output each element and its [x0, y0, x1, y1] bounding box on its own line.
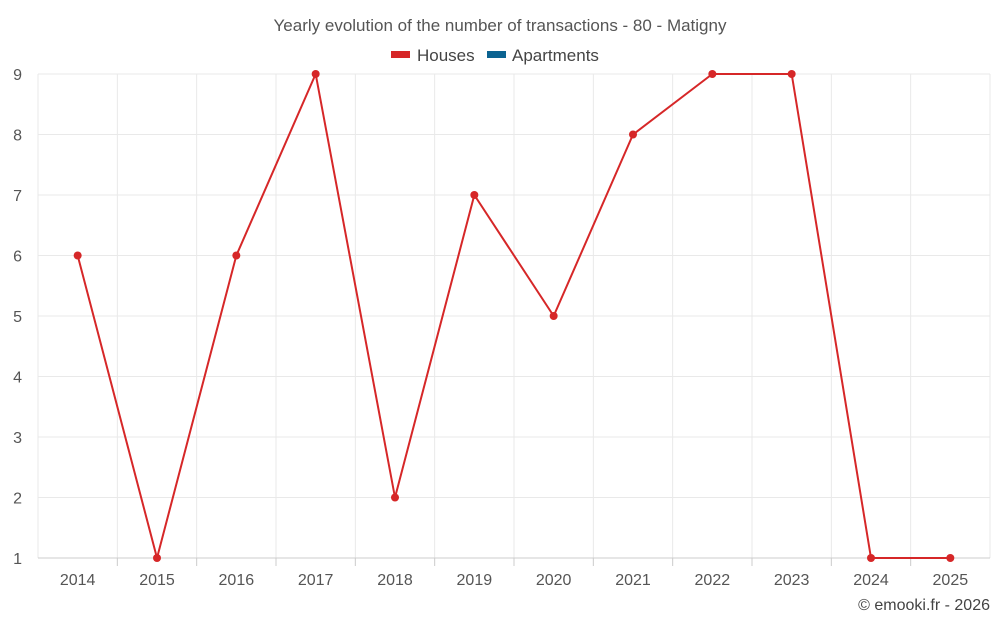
legend-swatch-houses: [391, 51, 410, 58]
x-tick-label: 2016: [219, 572, 255, 589]
legend: Houses Apartments: [391, 46, 599, 65]
data-point-houses-2016[interactable]: [232, 251, 241, 260]
legend-label-apartments[interactable]: Apartments: [512, 46, 599, 65]
data-point-houses-2022[interactable]: [708, 70, 717, 78]
y-tick-label: 3: [13, 430, 22, 447]
x-tick-label: 2018: [377, 572, 413, 589]
x-tick-label: 2020: [536, 572, 572, 589]
x-tick-label: 2022: [695, 572, 731, 589]
x-tick-label: 2017: [298, 572, 334, 589]
y-axis-ticks: 1 2 3 4 5 6 7 8 9: [13, 67, 22, 568]
x-axis-ticks: 2014 2015 2016 2017 2018 2019 2020 2021 2022 2023…: [60, 558, 968, 589]
y-tick-label: 2: [13, 491, 22, 508]
data-point-houses-2020[interactable]: [549, 312, 558, 320]
x-tick-label: 2023: [774, 572, 810, 589]
data-point-houses-2019[interactable]: [470, 191, 479, 199]
credit-text: © emooki.fr - 2026: [858, 597, 990, 614]
x-tick-label: 2025: [933, 572, 969, 589]
x-gridlines: [37, 74, 991, 558]
y-tick-label: 5: [13, 309, 22, 326]
data-point-houses-2021[interactable]: [629, 130, 637, 139]
x-tick-label: 2015: [139, 572, 175, 589]
data-point-houses-2017[interactable]: [311, 70, 320, 78]
data-point-houses-2015[interactable]: [153, 554, 161, 562]
data-point-houses-2024[interactable]: [867, 554, 875, 562]
legend-swatch-apartments: [487, 51, 506, 58]
x-tick-label: 2019: [457, 572, 493, 589]
x-tick-label: 2024: [853, 572, 889, 589]
y-tick-label: 1: [13, 551, 22, 568]
data-point-houses-2023[interactable]: [787, 70, 796, 78]
data-point-houses-2025[interactable]: [946, 554, 955, 562]
series-line-houses: [76, 73, 951, 559]
series-layer: [73, 70, 955, 562]
x-tick-label: 2021: [615, 572, 651, 589]
x-tick-label: 2014: [60, 572, 96, 589]
y-tick-label: 9: [13, 67, 22, 84]
y-tick-label: 8: [13, 128, 22, 145]
data-point-houses-2018[interactable]: [391, 493, 399, 502]
data-point-houses-2014[interactable]: [73, 251, 82, 260]
y-tick-label: 4: [13, 370, 22, 387]
legend-label-houses[interactable]: Houses: [417, 46, 475, 65]
y-tick-label: 7: [13, 188, 22, 205]
chart-title: Yearly evolution of the number of transa…: [274, 16, 727, 35]
y-tick-label: 6: [13, 249, 22, 266]
